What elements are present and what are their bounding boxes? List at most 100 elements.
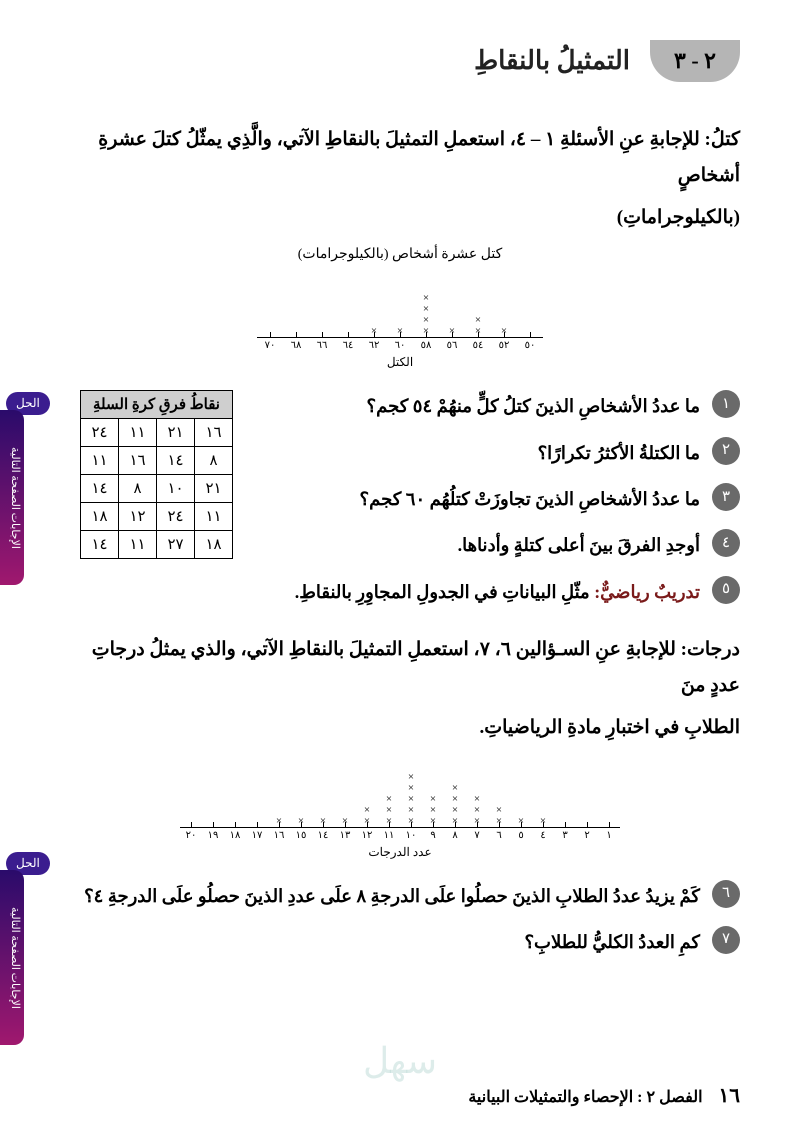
table-cell: ١٢ — [119, 503, 157, 531]
table-cell: ١٦ — [119, 447, 157, 475]
tick: ٣ — [554, 828, 576, 841]
question-text: كمِ العددُ الكليُّ للطلابِ؟ — [60, 926, 700, 958]
dot-mark: × — [386, 794, 392, 805]
table-cell: ٢٤ — [81, 419, 119, 447]
chart1-axis-label: الكتل — [387, 355, 413, 370]
tick-label: ٥٠ — [517, 340, 543, 351]
dot-mark: × — [474, 794, 480, 805]
tick-label: ٣ — [554, 830, 576, 841]
section-number-badge: ٢ - ٣ — [650, 40, 740, 82]
question-number-bullet: ٦ — [712, 880, 740, 908]
intro-text-1b: (بالكيلوجراماتِ) — [60, 200, 740, 236]
question-list-2: ٦ كَمْ يزيدُ عددُ الطلابِ الذينَ حصلُوا ع… — [60, 880, 740, 959]
dot-mark: × — [452, 783, 458, 794]
tick: ١٥ — [290, 828, 312, 841]
table-cell: ١٠ — [157, 475, 195, 503]
dotplot-chart-2: ×××××××××××××××××××××××××××× ١٢٣٤٥٦٧٨٩١٠… — [60, 757, 740, 860]
question-text: تدريبٌ رياضيٌّ: مثّلِ البياناتِ في الجدو… — [60, 576, 700, 608]
tick-label: ٩ — [422, 830, 444, 841]
tick-label: ٨ — [444, 830, 466, 841]
dot-column: ××××× — [400, 772, 422, 827]
dot-mark: × — [474, 805, 480, 816]
table-cell: ٢١ — [195, 475, 233, 503]
question-number-bullet: ٣ — [712, 483, 740, 511]
answers-tab-2[interactable]: الإجابات الصفحة التالية — [0, 870, 24, 1045]
question-text: ما عددُ الأشخاصِ الذينَ تجاوزَتْ كتلُهُم… — [233, 483, 700, 515]
intro-text-2b: الطلابِ في اختبارِ مادةِ الرياضياتِ. — [60, 710, 740, 746]
tick-label: ٦٠ — [387, 340, 413, 351]
table-row: ١٦٢١١١٢٤ — [81, 419, 233, 447]
tick: ٥ — [510, 828, 532, 841]
dot-mark: × — [452, 794, 458, 805]
tick: ٥٨ — [413, 338, 439, 351]
question-row: ٣ ما عددُ الأشخاصِ الذينَ تجاوزَتْ كتلُهُ… — [233, 483, 740, 515]
watermark: سهل — [363, 1040, 437, 1082]
tick: ١٣ — [334, 828, 356, 841]
table-row: ٢١١٠٨١٤ — [81, 475, 233, 503]
tick: ١٧ — [246, 828, 268, 841]
question-number-bullet: ٤ — [712, 529, 740, 557]
content-area: كتلُ: للإجابةِ عنِ الأسئلةِ ١ – ٤، استعم… — [0, 102, 800, 958]
dotplot-chart-1: كتل عشرة أشخاص (بالكيلوجرامات) ×××××××××… — [60, 246, 740, 370]
tick: ٥٤ — [465, 338, 491, 351]
tick-label: ٥٨ — [413, 340, 439, 351]
answers-tab-1[interactable]: الإجابات الصفحة التالية — [0, 410, 24, 585]
table-cell: ٨ — [119, 475, 157, 503]
question-number-bullet: ١ — [712, 390, 740, 418]
tick-label: ١٤ — [312, 830, 334, 841]
section-title: التمثيلُ بالنقاطِ — [474, 46, 630, 76]
tick: ٧٠ — [257, 338, 283, 351]
dot-mark: × — [452, 805, 458, 816]
question-row: ٧ كمِ العددُ الكليُّ للطلابِ؟ — [60, 926, 740, 958]
tick-label: ١٢ — [356, 830, 378, 841]
chart2-axis-label: عدد الدرجات — [368, 845, 431, 860]
tick: ١٦ — [268, 828, 290, 841]
tick: ١٨ — [224, 828, 246, 841]
tick: ٦٤ — [335, 338, 361, 351]
tick-label: ٧٠ — [257, 340, 283, 351]
dot-mark: × — [430, 805, 436, 816]
chapter-label: الفصل ٢ : الإحصاء والتمثيلات البيانية — [468, 1089, 702, 1106]
tick: ٢٠ — [180, 828, 202, 841]
table-cell: ١١ — [119, 419, 157, 447]
tick-label: ٥٢ — [491, 340, 517, 351]
tick-label: ٦٢ — [361, 340, 387, 351]
tick: ١٢ — [356, 828, 378, 841]
tick-label: ٧ — [466, 830, 488, 841]
table-header: نقاطُ فرقِ كرةِ السلةِ — [81, 391, 233, 419]
tick-label: ٦٤ — [335, 340, 361, 351]
question-number-bullet: ٥ — [712, 576, 740, 604]
tick: ١١ — [378, 828, 400, 841]
dot-mark: × — [496, 805, 502, 816]
tick: ٦٠ — [387, 338, 413, 351]
question-number-bullet: ٧ — [712, 926, 740, 954]
chart1-title: كتل عشرة أشخاص (بالكيلوجرامات) — [298, 246, 503, 263]
tick: ١٩ — [202, 828, 224, 841]
question-row: ٤أوجدِ الفرقَ بينَ أعلى كتلةٍ وأدناها. — [233, 529, 740, 561]
question-row: ١ما عددُ الأشخاصِ الذينَ كتلُ كلٍّ منهُم… — [233, 390, 740, 422]
tick-label: ٦٦ — [309, 340, 335, 351]
tick-label: ٢ — [576, 830, 598, 841]
dot-mark: × — [430, 794, 436, 805]
tick-label: ١٠ — [400, 830, 422, 841]
data-table-wrap: نقاطُ فرقِ كرةِ السلةِ ١٦٢١١١٢٤٨١٤١٦١١٢١… — [80, 390, 233, 559]
table-cell: ٢١ — [157, 419, 195, 447]
question-text: كَمْ يزيدُ عددُ الطلابِ الذينَ حصلُوا عل… — [60, 880, 700, 912]
dot-column: ×××× — [413, 293, 439, 337]
dot-mark: × — [408, 772, 414, 783]
dot-mark: × — [386, 805, 392, 816]
dot-mark: × — [408, 794, 414, 805]
question-body: مثّلِ البياناتِ في الجدولِ المجاوِرِ بال… — [295, 582, 594, 602]
tick: ٨ — [444, 828, 466, 841]
tick: ٢ — [576, 828, 598, 841]
tick: ٥٢ — [491, 338, 517, 351]
tick-label: ١١ — [378, 830, 400, 841]
tick: ٥٠ — [517, 338, 543, 351]
table-cell: ٨ — [195, 447, 233, 475]
tick: ١٠ — [400, 828, 422, 841]
tick-label: ١٣ — [334, 830, 356, 841]
dot-column: ×××× — [444, 783, 466, 827]
question-number-bullet: ٢ — [712, 437, 740, 465]
tick-label: ٥ — [510, 830, 532, 841]
question-body: ما عددُ الأشخاصِ الذينَ تجاوزَتْ كتلُهُم… — [360, 489, 700, 509]
